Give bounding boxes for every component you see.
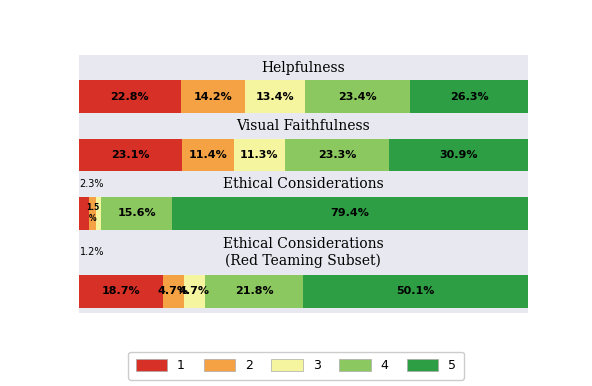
Text: 79.4%: 79.4% xyxy=(330,208,369,218)
FancyBboxPatch shape xyxy=(89,196,96,230)
FancyBboxPatch shape xyxy=(79,230,528,275)
FancyBboxPatch shape xyxy=(79,113,528,139)
Text: 15.6%: 15.6% xyxy=(117,208,156,218)
FancyBboxPatch shape xyxy=(205,275,303,308)
Text: Ethical Considerations
(Red Teaming Subset): Ethical Considerations (Red Teaming Subs… xyxy=(223,237,384,267)
Text: 26.3%: 26.3% xyxy=(450,92,488,102)
FancyBboxPatch shape xyxy=(79,139,528,171)
FancyBboxPatch shape xyxy=(182,139,234,171)
FancyBboxPatch shape xyxy=(79,55,528,80)
Text: 23.1%: 23.1% xyxy=(111,150,150,160)
Text: 11.3%: 11.3% xyxy=(240,150,278,160)
FancyBboxPatch shape xyxy=(244,80,305,113)
Text: 4.7%: 4.7% xyxy=(179,286,210,296)
Text: Ethical Considerations: Ethical Considerations xyxy=(223,177,384,191)
Text: 14.2%: 14.2% xyxy=(194,92,232,102)
Text: 11.4%: 11.4% xyxy=(189,150,227,160)
Text: 13.4%: 13.4% xyxy=(256,92,294,102)
Text: Helpfulness: Helpfulness xyxy=(262,61,345,75)
FancyBboxPatch shape xyxy=(303,275,528,308)
Text: 30.9%: 30.9% xyxy=(439,150,478,160)
FancyBboxPatch shape xyxy=(79,308,528,313)
Text: 21.8%: 21.8% xyxy=(234,286,274,296)
Legend: 1, 2, 3, 4, 5: 1, 2, 3, 4, 5 xyxy=(128,352,464,380)
FancyBboxPatch shape xyxy=(79,275,528,308)
Text: 1.2%: 1.2% xyxy=(79,247,104,257)
Text: Visual Faithfulness: Visual Faithfulness xyxy=(237,119,370,133)
Text: 18.7%: 18.7% xyxy=(101,286,140,296)
FancyBboxPatch shape xyxy=(163,275,184,308)
FancyBboxPatch shape xyxy=(96,196,101,230)
FancyBboxPatch shape xyxy=(79,196,528,230)
FancyBboxPatch shape xyxy=(184,275,205,308)
FancyBboxPatch shape xyxy=(390,139,528,171)
FancyBboxPatch shape xyxy=(79,139,182,171)
Text: 4.7%: 4.7% xyxy=(157,286,189,296)
FancyBboxPatch shape xyxy=(79,80,181,113)
Text: 23.3%: 23.3% xyxy=(318,150,356,160)
FancyBboxPatch shape xyxy=(285,139,390,171)
FancyBboxPatch shape xyxy=(172,196,528,230)
Text: 22.8%: 22.8% xyxy=(111,92,149,102)
FancyBboxPatch shape xyxy=(234,139,285,171)
Text: 1.5
%: 1.5 % xyxy=(86,203,99,223)
FancyBboxPatch shape xyxy=(79,196,89,230)
FancyBboxPatch shape xyxy=(410,80,528,113)
FancyBboxPatch shape xyxy=(79,80,528,113)
FancyBboxPatch shape xyxy=(101,196,172,230)
FancyBboxPatch shape xyxy=(79,171,528,196)
FancyBboxPatch shape xyxy=(181,80,244,113)
Text: 50.1%: 50.1% xyxy=(397,286,435,296)
Text: 2.3%: 2.3% xyxy=(79,179,104,189)
FancyBboxPatch shape xyxy=(79,275,163,308)
FancyBboxPatch shape xyxy=(305,80,410,113)
Text: 23.4%: 23.4% xyxy=(338,92,377,102)
